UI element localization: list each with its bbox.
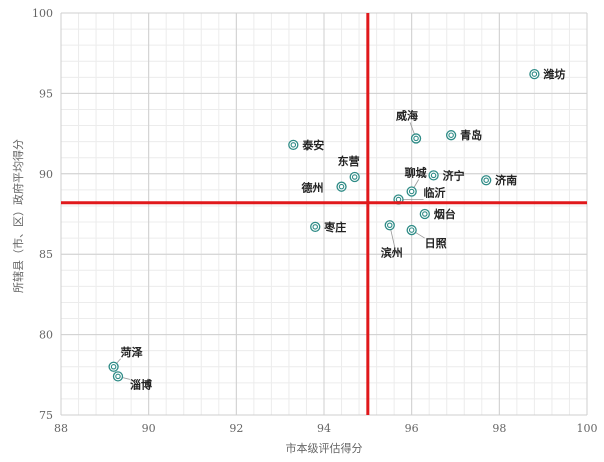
marker-inner-ring (290, 142, 297, 148)
x-tick-label: 100 (577, 422, 598, 435)
data-point (406, 186, 417, 197)
point-label: 淄博 (130, 377, 152, 391)
y-axis-ticks: 75 80 85 90 95 100 (32, 7, 53, 422)
y-tick-label: 75 (39, 409, 53, 422)
marker-inner-ring (115, 373, 121, 380)
data-point (481, 175, 492, 186)
point-label: 临沂 (424, 186, 446, 200)
marker-inner-ring (430, 172, 437, 179)
y-tick-label: 80 (39, 329, 53, 342)
marker-inner-ring (110, 364, 117, 370)
data-point (445, 130, 457, 141)
point-label: 泰安 (301, 138, 324, 152)
data-point (288, 139, 299, 151)
y-tick-label: 90 (39, 168, 53, 181)
marker-inner-ring (312, 224, 318, 230)
marker-inner-ring (413, 135, 419, 142)
marker-inner-ring (386, 222, 393, 229)
data-point (384, 220, 395, 231)
x-tick-label: 94 (317, 422, 331, 435)
point-label: 潍坊 (543, 67, 565, 81)
x-tick-label: 90 (142, 422, 156, 435)
data-points (108, 68, 540, 382)
x-tick-label: 92 (229, 422, 243, 435)
point-label: 东营 (338, 154, 360, 168)
marker-inner-ring (422, 211, 428, 217)
point-label: 济宁 (443, 168, 465, 182)
reference-lines (61, 13, 587, 415)
data-point (349, 171, 360, 183)
point-label: 菏泽 (121, 345, 143, 359)
data-point (336, 181, 347, 192)
data-point (108, 361, 119, 372)
y-tick-label: 85 (39, 248, 53, 261)
data-point (410, 133, 422, 144)
marker-inner-ring (408, 188, 415, 195)
data-point (310, 221, 321, 233)
point-label: 聊城 (405, 165, 427, 179)
point-label: 烟台 (434, 207, 456, 221)
y-axis-title: 所辖县（市、区）政府平均得分 (11, 139, 25, 293)
marker-inner-ring (351, 174, 358, 180)
x-axis-title: 市本级评估得分 (286, 441, 363, 455)
y-tick-label: 100 (32, 7, 53, 20)
y-tick-label: 95 (39, 87, 53, 100)
marker-inner-ring (408, 227, 415, 233)
data-point (529, 68, 540, 80)
data-point (419, 208, 430, 220)
point-label: 滨州 (381, 245, 403, 259)
point-label: 德州 (301, 181, 324, 195)
x-tick-label: 98 (492, 422, 506, 435)
marker-inner-ring (395, 196, 402, 203)
point-label: 青岛 (460, 128, 482, 142)
data-point (406, 224, 417, 236)
x-tick-label: 96 (405, 422, 419, 435)
marker-inner-ring (483, 177, 489, 183)
marker-inner-ring (448, 132, 454, 138)
point-label: 威海 (396, 108, 418, 122)
point-label: 济南 (495, 173, 517, 187)
data-point (428, 170, 439, 181)
x-tick-label: 88 (54, 422, 68, 435)
point-label: 枣庄 (323, 220, 346, 234)
marker-inner-ring (338, 183, 345, 190)
major-gridlines (60, 12, 588, 416)
x-axis-ticks: 88 90 92 94 96 98 100 (54, 422, 598, 435)
data-point (112, 371, 124, 382)
label-leader-lines (113, 122, 425, 380)
marker-inner-ring (531, 71, 538, 77)
point-label: 日照 (425, 237, 447, 250)
